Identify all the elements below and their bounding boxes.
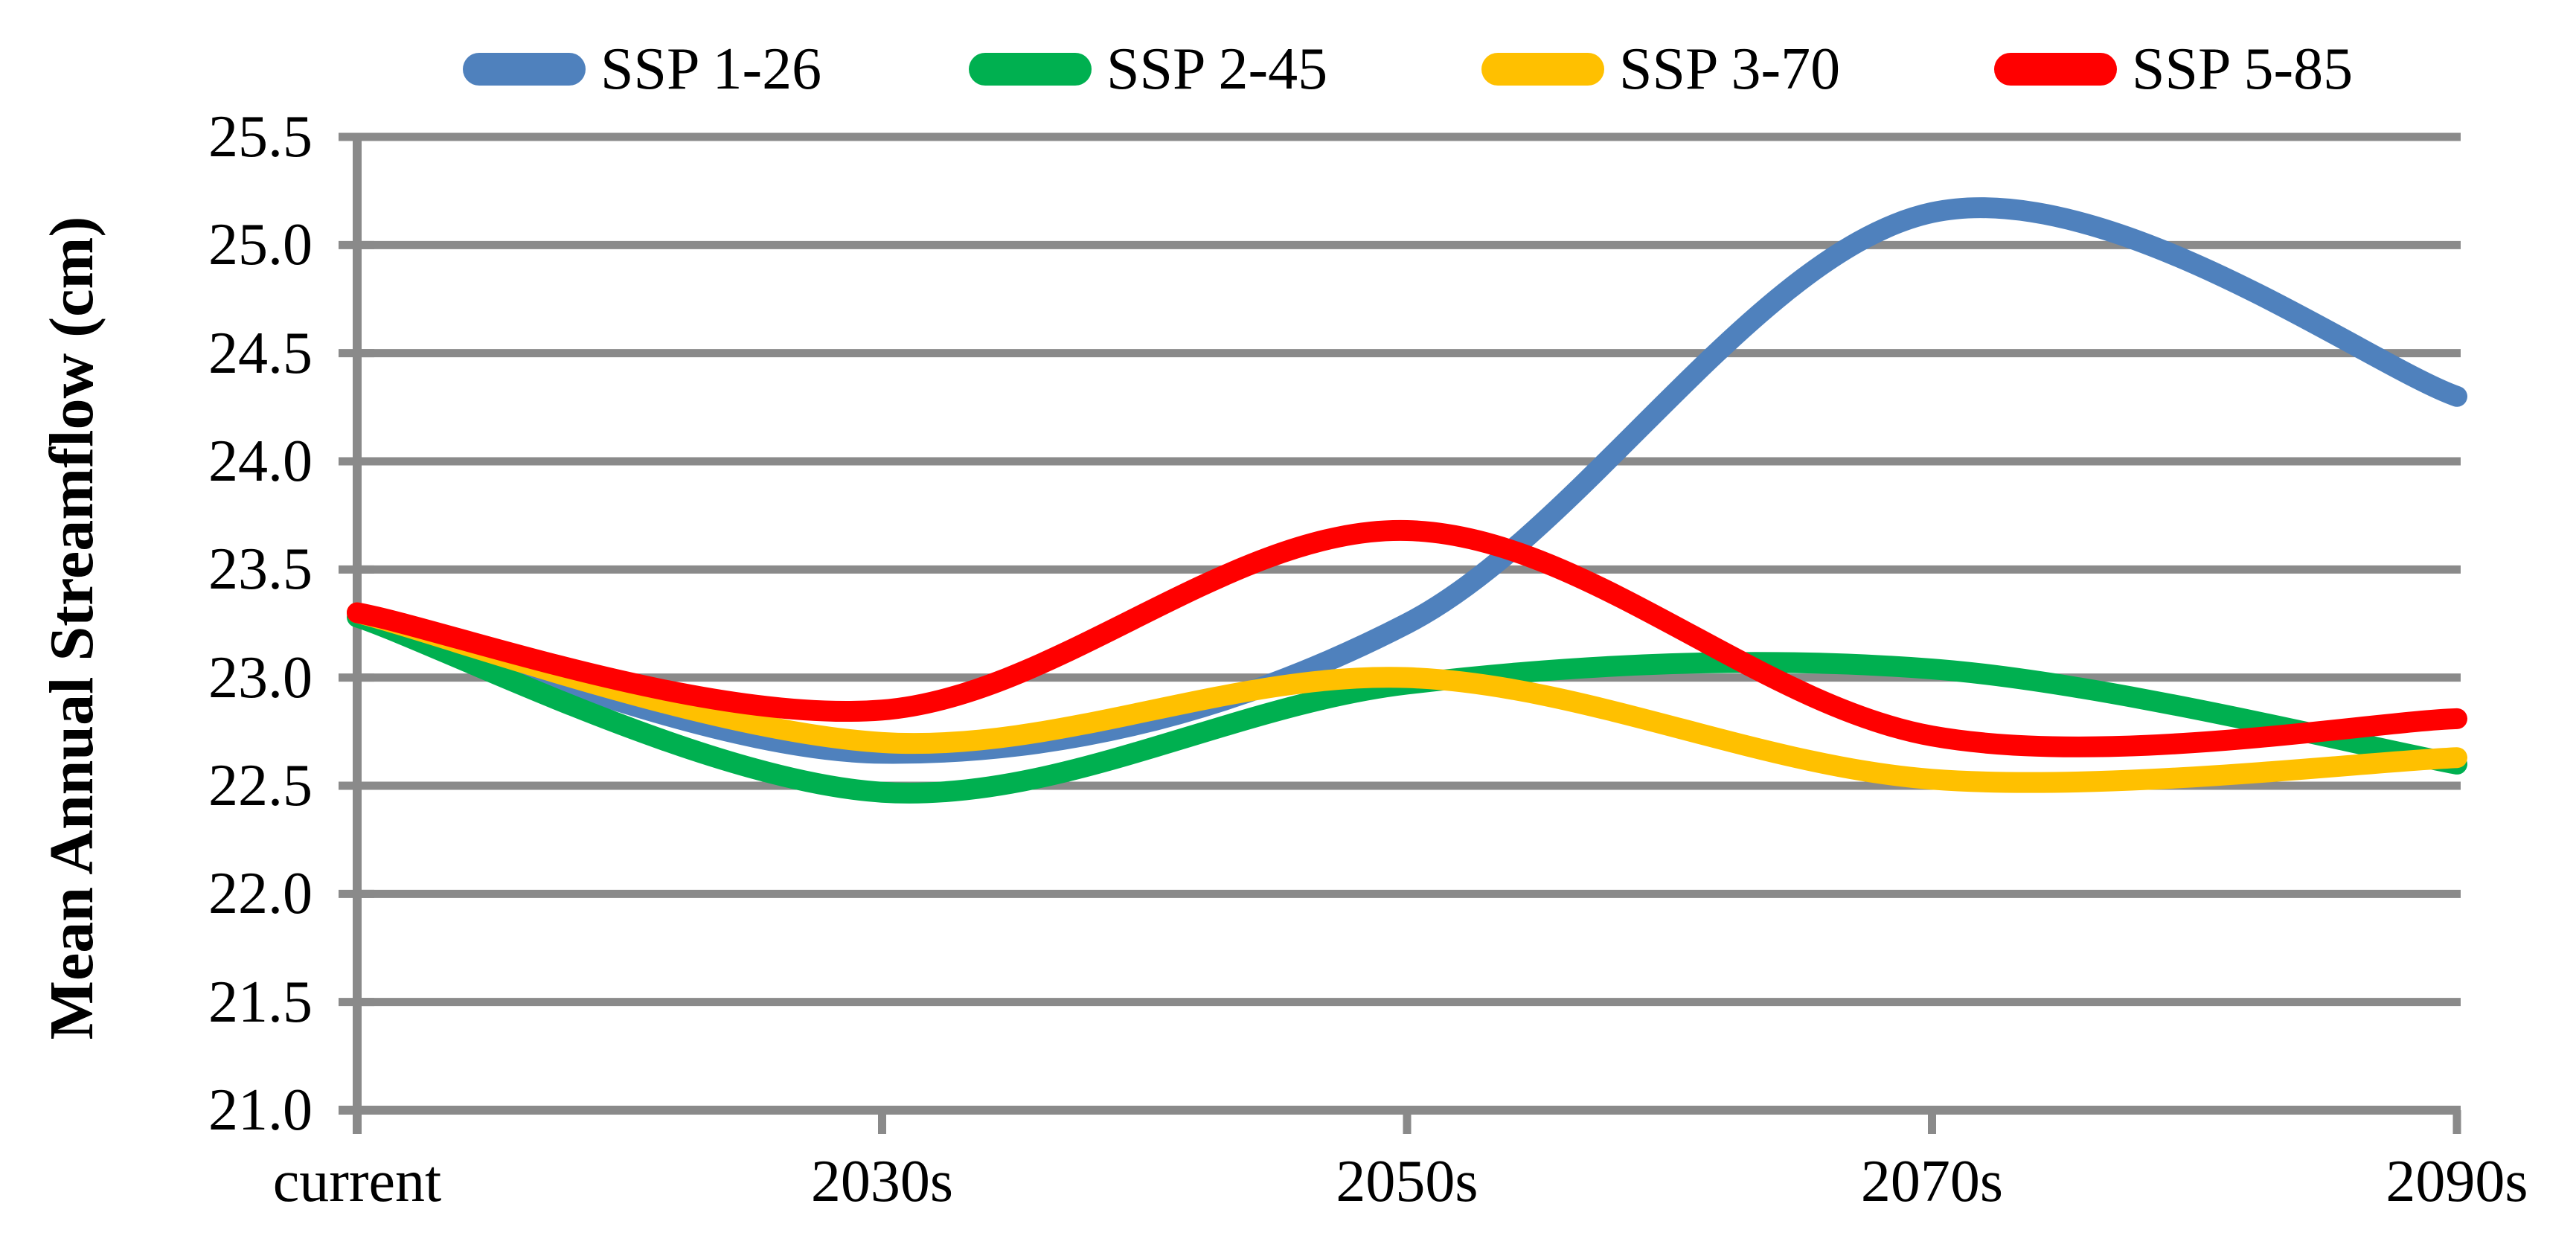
series-line-ssp-3-70 [347,602,2467,793]
y-tick-label: 23.0 [208,644,313,711]
y-tick-label: 24.5 [208,320,313,386]
y-tick-label: 23.5 [208,536,313,603]
y-tick-label: 21.0 [208,1077,313,1143]
legend-label: SSP 1-26 [600,36,822,102]
y-tick-label: 25.5 [208,104,313,170]
x-tick-label: 2030s [810,1149,954,1214]
series-line-ssp-1-26 [347,197,2467,764]
axis-ticks [339,132,2461,1134]
x-tick-label: current [272,1149,442,1214]
legend-swatch-icon [1481,53,1604,86]
legend-label: SSP 3-70 [1619,36,1841,102]
x-tick-label: 2090s [2386,1149,2528,1214]
y-axis-title: Mean Annual Streamflow (cm) [37,216,106,1040]
legend-item-ssp-2-45: SSP 2-45 [969,28,1327,110]
y-tick-label: 24.0 [208,429,313,494]
legend-swatch-icon [969,53,1092,86]
legend-item-ssp-5-85: SSP 5-85 [1994,28,2353,110]
y-tick-label: 22.0 [208,861,313,927]
y-tick-label: 25.0 [208,212,313,278]
legend-swatch-icon [1994,53,2117,86]
legend-label: SSP 2-45 [1106,36,1328,102]
legend-item-ssp-1-26: SSP 1-26 [463,28,821,110]
series-line-ssp-5-85 [347,519,2467,757]
x-tick-label: 2070s [1860,1149,2004,1214]
legend-swatch-icon [463,53,586,86]
legend-label: SSP 5-85 [2132,36,2354,102]
gridlines [357,132,2461,1007]
axes [339,137,2461,1134]
data-series [347,197,2467,804]
legend-item-ssp-3-70: SSP 3-70 [1481,28,1840,110]
y-tick-label: 21.5 [208,969,313,1035]
x-tick-label: 2050s [1336,1149,1478,1214]
y-tick-label: 22.5 [208,753,313,818]
